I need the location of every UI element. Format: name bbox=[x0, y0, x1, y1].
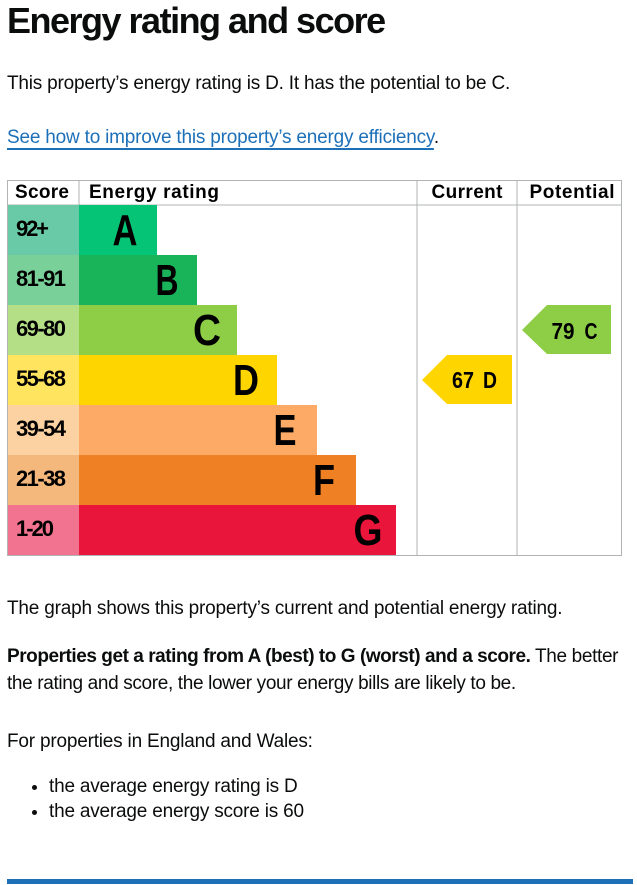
svg-text:A: A bbox=[113, 206, 138, 255]
svg-text:B: B bbox=[156, 256, 179, 305]
svg-text:Potential: Potential bbox=[530, 182, 615, 203]
svg-text:69-80: 69-80 bbox=[16, 316, 66, 341]
svg-text:G: G bbox=[354, 506, 383, 555]
svg-text:67: 67 bbox=[452, 367, 474, 393]
svg-text:81-91: 81-91 bbox=[16, 266, 66, 291]
svg-text:D: D bbox=[483, 367, 497, 393]
svg-text:1-20: 1-20 bbox=[16, 516, 54, 541]
svg-text:Current: Current bbox=[432, 182, 504, 203]
svg-text:55-68: 55-68 bbox=[16, 366, 66, 391]
svg-text:39-54: 39-54 bbox=[16, 416, 67, 441]
svg-text:Energy rating: Energy rating bbox=[89, 182, 219, 203]
svg-text:C: C bbox=[193, 306, 221, 355]
svg-text:21-38: 21-38 bbox=[16, 466, 66, 491]
svg-text:Score: Score bbox=[15, 182, 69, 203]
svg-text:92+: 92+ bbox=[16, 216, 49, 241]
svg-text:79: 79 bbox=[552, 318, 575, 344]
svg-text:C: C bbox=[585, 318, 598, 344]
svg-text:D: D bbox=[233, 356, 259, 405]
svg-text:E: E bbox=[274, 406, 297, 455]
svg-text:F: F bbox=[313, 456, 335, 505]
